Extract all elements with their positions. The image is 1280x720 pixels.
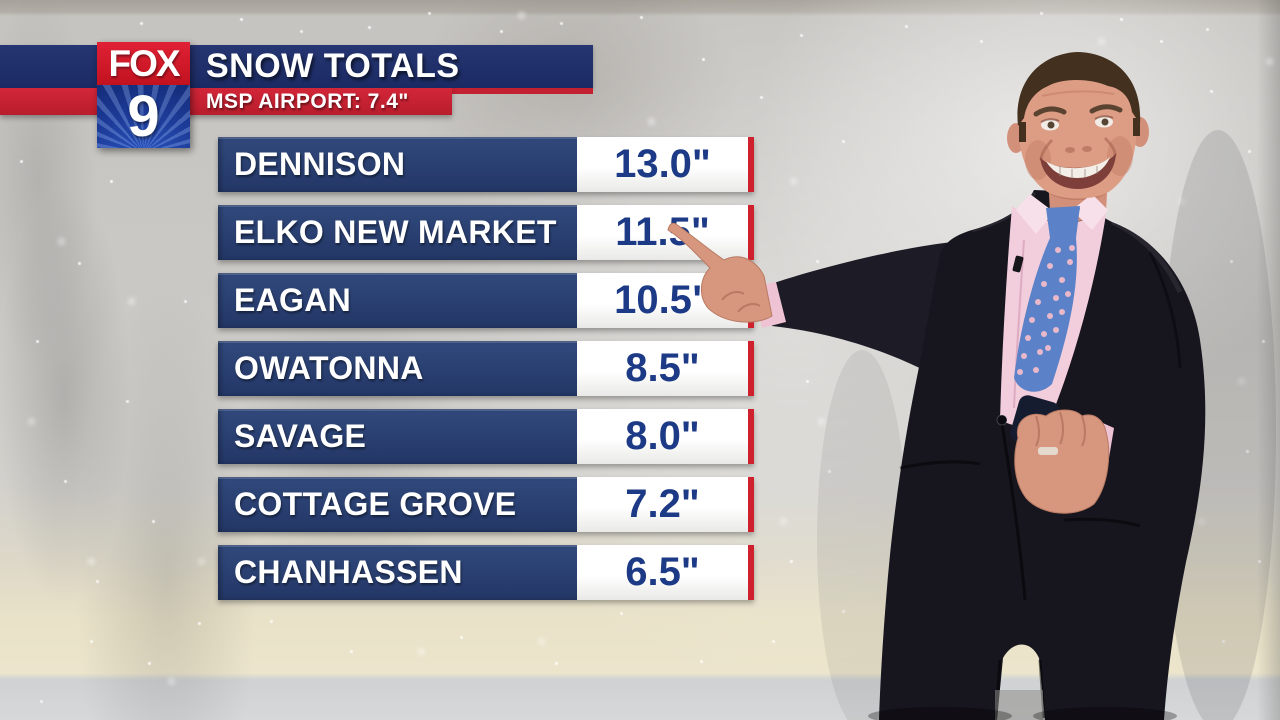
shirt-collar bbox=[1016, 194, 1054, 234]
fox-logo-text: FOX bbox=[97, 42, 190, 85]
header-bar: SNOW TOTALS bbox=[0, 45, 593, 88]
eyebrow bbox=[1089, 104, 1123, 114]
pocket-flap bbox=[1063, 517, 1141, 528]
table-row: DENNISON 13.0" bbox=[218, 137, 754, 192]
eyebrow bbox=[1033, 106, 1067, 117]
ring bbox=[1038, 447, 1058, 455]
table-row: SAVAGE 8.0" bbox=[218, 409, 754, 464]
row-value: 8.5" bbox=[577, 341, 748, 396]
row-accent-stripe bbox=[748, 409, 754, 464]
hair bbox=[1017, 52, 1141, 126]
table-row: CHANHASSEN 6.5" bbox=[218, 545, 754, 600]
fox9-logo: FOX 9 bbox=[97, 42, 190, 148]
table-row: OWATONNA 8.5" bbox=[218, 341, 754, 396]
clicker-hand bbox=[1010, 395, 1114, 514]
row-location-label: EAGAN bbox=[218, 273, 577, 328]
row-value: 8.0" bbox=[577, 409, 748, 464]
row-location-label: CHANHASSEN bbox=[218, 545, 577, 600]
teeth bbox=[1046, 157, 1110, 178]
snow-speckles-large bbox=[0, 0, 3, 3]
nose bbox=[1065, 147, 1075, 153]
row-accent-stripe bbox=[748, 545, 754, 600]
snow-totals-table: DENNISON 13.0" ELKO NEW MARKET 11.5" EAG… bbox=[218, 137, 754, 613]
row-accent-stripe bbox=[748, 477, 754, 532]
weatherman-illustration bbox=[667, 52, 1276, 720]
jacket-button bbox=[996, 414, 1008, 426]
table-row: COTTAGE GROVE 7.2" bbox=[218, 477, 754, 532]
header-subtitle-bar: MSP AIRPORT: 7.4" bbox=[0, 88, 452, 115]
channel-9-logo: 9 bbox=[97, 85, 190, 148]
row-value: 6.5" bbox=[577, 545, 748, 600]
page-title: SNOW TOTALS bbox=[206, 47, 460, 85]
pocket-flap bbox=[899, 460, 981, 470]
row-location-label: OWATONNA bbox=[218, 341, 577, 396]
pointing-arm-sleeve bbox=[762, 242, 952, 372]
presenter-face bbox=[1007, 52, 1149, 199]
tie-polka-dots bbox=[1017, 245, 1075, 375]
row-value: 7.2" bbox=[577, 477, 748, 532]
row-accent-stripe bbox=[748, 205, 754, 260]
row-location-label: DENNISON bbox=[218, 137, 577, 192]
wall-shadow bbox=[1160, 130, 1276, 720]
row-accent-stripe bbox=[748, 341, 754, 396]
row-value: 13.0" bbox=[577, 137, 748, 192]
eye bbox=[1101, 118, 1109, 126]
header-subtitle: MSP AIRPORT: 7.4" bbox=[206, 90, 409, 113]
tie bbox=[1014, 206, 1080, 392]
pointing-hand bbox=[667, 222, 773, 323]
lapel-microphone bbox=[1012, 255, 1024, 273]
row-location-label: ELKO NEW MARKET bbox=[218, 205, 577, 260]
row-accent-stripe bbox=[748, 137, 754, 192]
eye bbox=[1047, 121, 1055, 129]
row-location-label: COTTAGE GROVE bbox=[218, 477, 577, 532]
row-location-label: SAVAGE bbox=[218, 409, 577, 464]
